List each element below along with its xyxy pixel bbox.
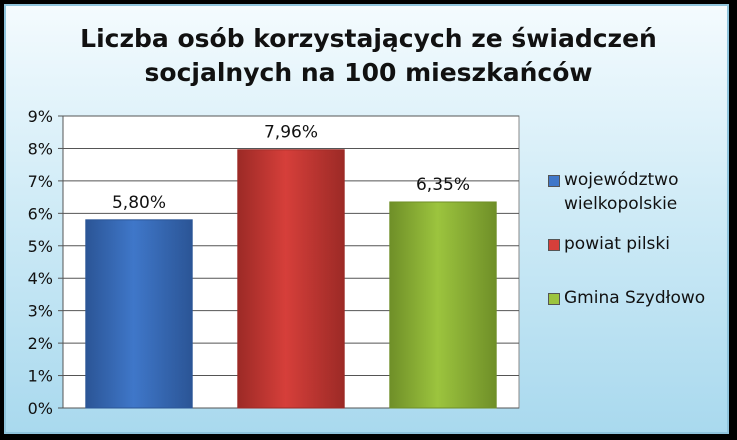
data-label-2: 6,35% <box>416 175 470 195</box>
legend-swatch-wojewodztwo <box>548 175 560 187</box>
bars <box>85 149 497 409</box>
legend-item-powiat: powiat pilski <box>548 232 733 256</box>
y-tick-label: 5% <box>28 237 53 256</box>
data-label-1: 7,96% <box>264 123 318 143</box>
y-tick-label: 6% <box>28 204 53 223</box>
legend-swatch-gmina <box>548 293 560 305</box>
bar-2 <box>389 201 497 409</box>
y-tick-label: 1% <box>28 367 53 386</box>
y-tick-label: 2% <box>28 334 53 353</box>
y-tick-label: 7% <box>28 172 53 191</box>
data-labels: 5,80% 7,96% 6,35% <box>112 123 470 213</box>
y-tick-label: 4% <box>28 269 53 288</box>
y-tick-label: 8% <box>28 139 53 158</box>
legend-item-wojewodztwo: województwo wielkopolskie <box>548 168 733 216</box>
y-axis: 0% 1% 2% 3% 4% 5% 6% 7% 8% 9% <box>28 107 64 418</box>
bar-1 <box>237 149 345 409</box>
legend-swatch-powiat <box>548 239 560 251</box>
y-tick-label: 9% <box>28 107 53 126</box>
legend: województwo wielkopolskie powiat pilski … <box>548 168 733 310</box>
bar-0 <box>85 219 193 409</box>
chart-title-line-2: socjalnych na 100 mieszkańców <box>144 58 593 87</box>
legend-label-powiat: powiat pilski <box>564 234 670 254</box>
chart-title-line-1: Liczba osób korzystających ze świadczeń <box>80 24 657 53</box>
legend-label-gmina: Gmina Szydłowo <box>564 288 706 308</box>
legend-label-wojewodztwo-line-1: województwo <box>564 170 679 190</box>
y-tick-label: 3% <box>28 302 53 321</box>
chart-title: Liczba osób korzystających ze świadczeń … <box>0 22 737 90</box>
legend-item-gmina: Gmina Szydłowo <box>548 286 733 310</box>
legend-label-wojewodztwo-line-2: wielkopolskie <box>564 194 678 214</box>
y-tick-label: 0% <box>28 399 53 418</box>
data-label-0: 5,80% <box>112 193 166 213</box>
